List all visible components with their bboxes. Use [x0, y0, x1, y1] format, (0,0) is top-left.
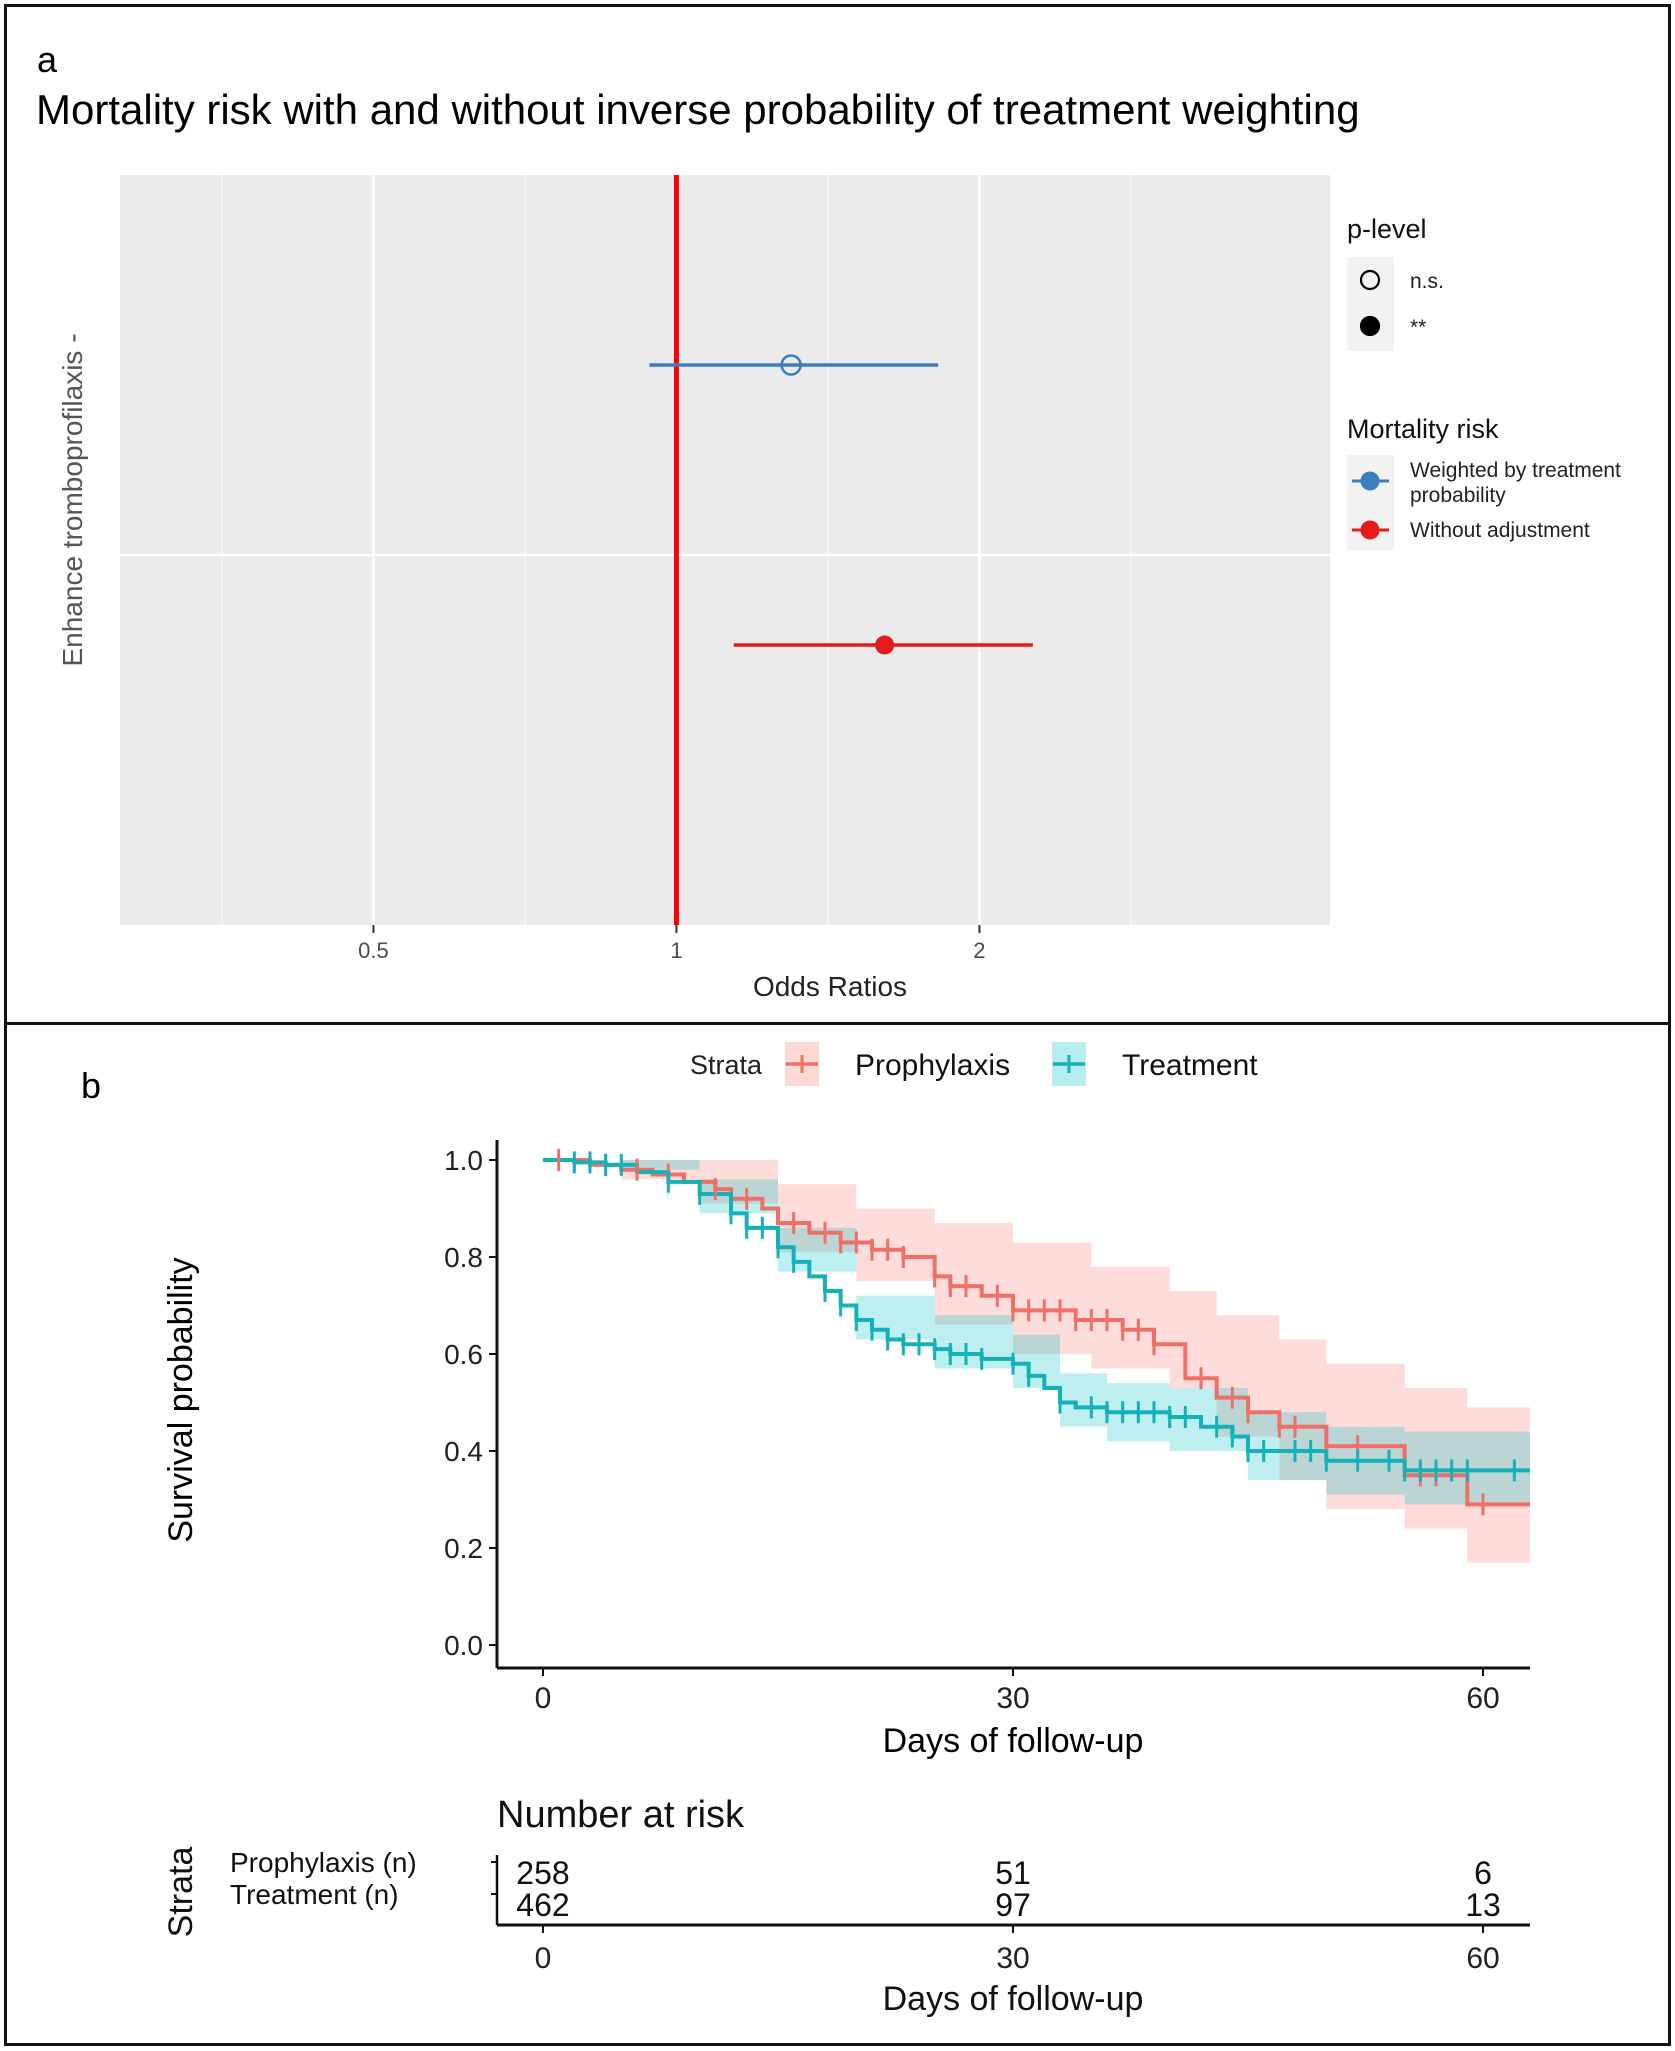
legend-label-p-level: ** [1410, 316, 1426, 339]
risk-table-y-label: Strata [162, 1847, 200, 1938]
risk-table-cell: 258 [516, 1855, 569, 1891]
km-y-axis-label: Survival probability [162, 1257, 200, 1542]
forest-plot-title: Mortality risk with and without inverse … [36, 86, 1360, 133]
km-y-tick-label: 0.2 [444, 1533, 483, 1564]
km-y-tick-label: 1.0 [444, 1145, 483, 1176]
forest-panel-background [120, 175, 1330, 925]
open-circle-icon [1359, 269, 1381, 291]
km-legend-title: Strata [690, 1050, 763, 1080]
legend-label-mortality-risk: Weighted by treatment [1410, 459, 1621, 482]
forest-x-tick-label: 2 [973, 938, 985, 963]
forest-point-estimate [875, 635, 895, 655]
km-y-tick-label: 0.8 [444, 1242, 483, 1273]
risk-table-cell: 6 [1474, 1855, 1492, 1891]
legend-title-p-level: p-level [1347, 214, 1427, 244]
forest-x-tick-label: 0.5 [358, 938, 389, 963]
km-y-tick-label: 0.0 [444, 1630, 483, 1661]
km-curve-prophylaxis [543, 1158, 1530, 1507]
legend-label-mortality-risk: Without adjustment [1410, 519, 1590, 542]
km-y-tick-label: 0.4 [444, 1436, 483, 1467]
panel-b: b [4, 1022, 1671, 2046]
risk-table-cell: 51 [995, 1855, 1031, 1891]
risk-table-x-tick-label: 0 [535, 1942, 552, 1975]
legend-label-p-level: n.s. [1410, 270, 1444, 293]
km-x-tick-label: 30 [996, 1682, 1029, 1715]
legend-point-icon [1360, 520, 1380, 540]
forest-point-estimate [780, 354, 802, 376]
km-y-tick-label: 0.6 [444, 1339, 483, 1370]
forest-x-axis-label: Odds Ratios [753, 971, 907, 1002]
filled-circle-icon [1359, 315, 1381, 337]
risk-table-x-axis-label: Days of follow-up [883, 1980, 1144, 2018]
forest-y-axis-label: Enhance tromboprofilaxis - [57, 333, 88, 666]
km-x-tick-label: 60 [1466, 1682, 1499, 1715]
risk-table-row-label: Prophylaxis (n) [230, 1847, 417, 1878]
legend-title-mortality-risk: Mortality risk [1347, 414, 1499, 444]
risk-table-cell: 462 [516, 1887, 569, 1923]
panel-a-label: a [37, 39, 58, 80]
km-plot: Strata Prophylaxis Treatment 0.0 0.2 0.4 0.6 0… [162, 1042, 1530, 2018]
panel-b-label: b [81, 1065, 102, 1106]
km-legend-label-treatment: Treatment [1122, 1049, 1258, 1082]
legend-label-mortality-risk: probability [1410, 484, 1506, 507]
risk-table-x-tick-label: 60 [1466, 1942, 1499, 1975]
km-x-tick-label: 0 [535, 1682, 552, 1715]
risk-table-row-label: Treatment (n) [230, 1879, 399, 1910]
risk-table-x-tick-label: 30 [996, 1942, 1029, 1975]
risk-table-cell: 97 [995, 1887, 1031, 1923]
legend-point-icon [1360, 471, 1380, 491]
forest-plot: 0.5 1 2 Odds Ratios Enhance tromboprofilax… [57, 175, 1621, 1002]
km-ci-band-prophylaxis [543, 1160, 1530, 1563]
forest-x-tick-label: 1 [670, 938, 682, 963]
km-legend-label-prophylaxis: Prophylaxis [855, 1049, 1010, 1082]
risk-table-cell: 13 [1465, 1887, 1501, 1923]
km-x-axis-label: Days of follow-up [883, 1722, 1144, 1760]
risk-table-title: Number at risk [497, 1794, 745, 1836]
